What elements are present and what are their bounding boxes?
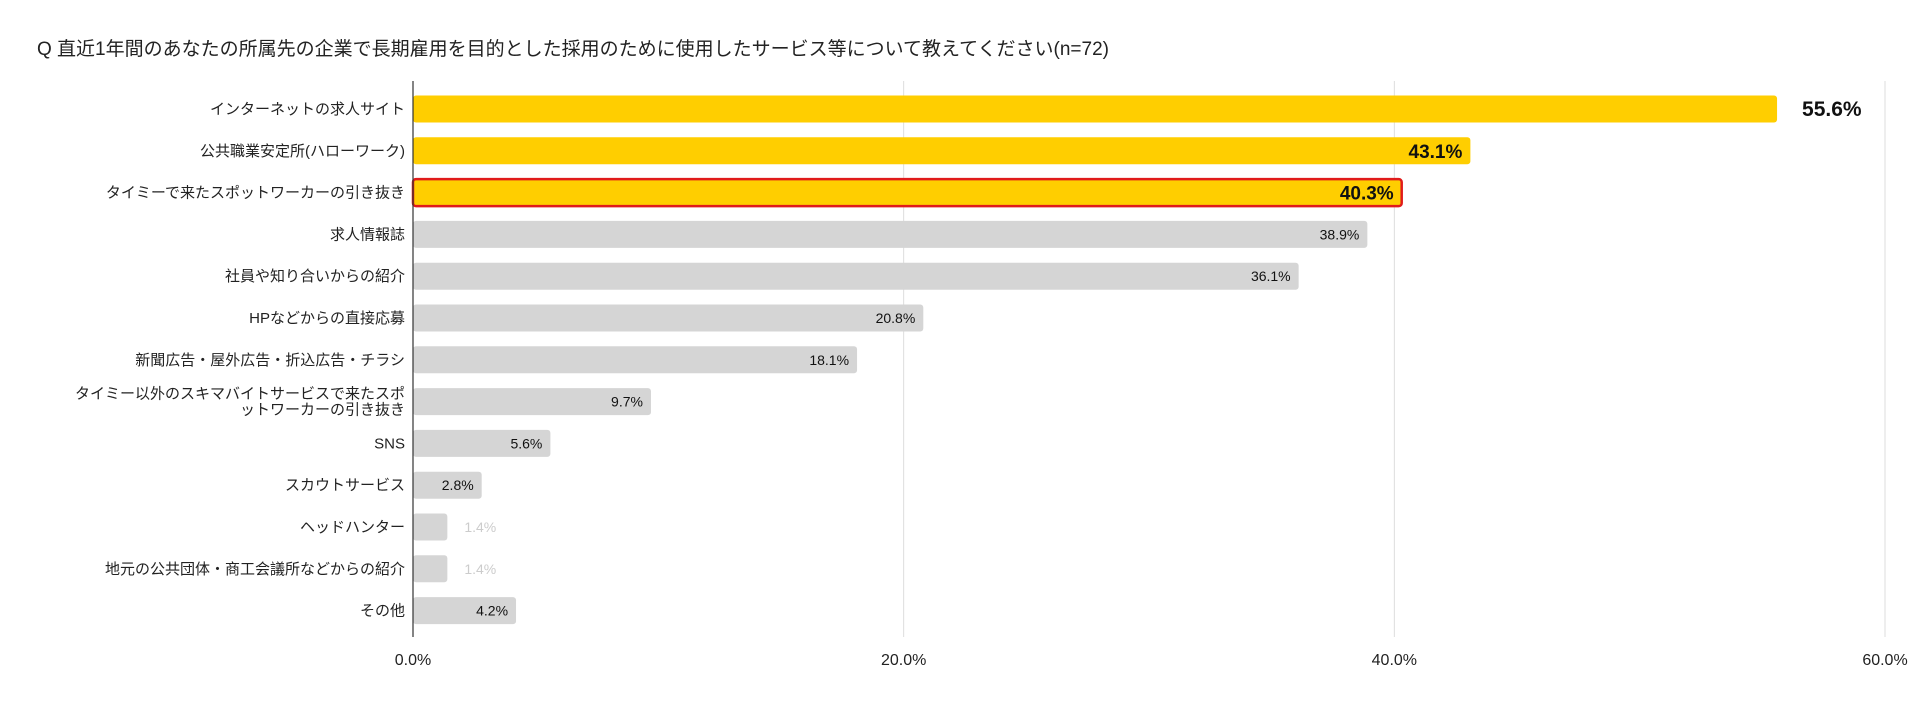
category-label: HPなどからの直接応募: [249, 310, 405, 327]
bar: [413, 262, 1299, 290]
data-label: 4.2%: [476, 603, 508, 619]
data-label: 55.6%: [1802, 98, 1862, 121]
data-label: 1.4%: [464, 561, 496, 577]
category-label: スカウトサービス: [285, 477, 405, 494]
chart-title: Q 直近1年間のあなたの所属先の企業で長期雇用を目的とした採用のために使用したサ…: [37, 39, 1109, 60]
data-label: 18.1%: [809, 352, 849, 368]
category-label: 求人情報誌: [330, 226, 405, 243]
data-label: 9.7%: [611, 394, 643, 410]
data-label: 40.3%: [1340, 184, 1394, 205]
bar: [413, 429, 551, 457]
data-label: 2.8%: [442, 477, 474, 493]
bar: [411, 177, 1403, 208]
x-tick-label: 40.0%: [1372, 652, 1417, 669]
bar: [413, 597, 517, 625]
data-label: 38.9%: [1320, 226, 1360, 242]
x-tick-label: 0.0%: [395, 652, 431, 669]
category-label: タイミーで来たスポットワーカーの引き抜き: [106, 185, 405, 202]
category-label: ヘッドハンター: [300, 519, 405, 536]
bar: [413, 471, 482, 499]
data-label: 1.4%: [464, 519, 496, 535]
category-label: 公共職業安定所(ハローワーク): [200, 143, 405, 160]
x-tick-label: 60.0%: [1862, 652, 1907, 669]
data-label: 43.1%: [1409, 142, 1463, 163]
category-label: タイミー以外のスキマバイトサービスで来たスポ: [75, 386, 405, 403]
category-label: 新聞広告・屋外広告・折込広告・チラシ: [135, 352, 405, 369]
data-label: 36.1%: [1251, 268, 1291, 284]
data-label: 5.6%: [510, 435, 542, 451]
bar: [413, 220, 1368, 248]
category-label: その他: [360, 603, 405, 620]
data-label: 20.8%: [876, 310, 916, 326]
bar: [413, 304, 924, 332]
bar: [413, 137, 1471, 165]
category-label: 地元の公共団体・商工会議所などからの紹介: [105, 560, 405, 578]
bar: [413, 346, 858, 374]
bar: [413, 95, 1778, 123]
category-label: インターネットの求人サイト: [210, 101, 405, 118]
category-label: ットワーカーの引き抜き: [240, 402, 405, 419]
category-label: SNS: [374, 435, 405, 452]
bar: [413, 388, 651, 416]
bar: [413, 513, 448, 541]
x-tick-label: 20.0%: [881, 652, 926, 669]
bar: [413, 555, 448, 583]
category-label: 社員や知り合いからの紹介: [225, 268, 405, 285]
